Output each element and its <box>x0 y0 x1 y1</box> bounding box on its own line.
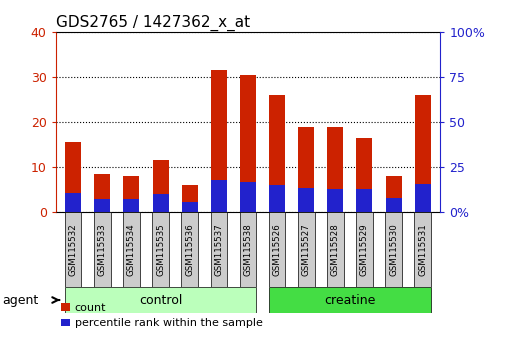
Text: GSM115536: GSM115536 <box>185 223 194 276</box>
Bar <box>269 185 284 212</box>
Bar <box>94 199 110 212</box>
Text: GSM115534: GSM115534 <box>127 223 136 276</box>
Bar <box>152 194 168 212</box>
Text: GSM115537: GSM115537 <box>214 223 223 276</box>
FancyBboxPatch shape <box>210 212 227 287</box>
Text: agent: agent <box>3 293 39 307</box>
Text: GSM115527: GSM115527 <box>301 223 310 276</box>
Bar <box>414 95 430 212</box>
Bar <box>327 127 343 212</box>
Bar <box>181 185 197 212</box>
Bar <box>239 182 256 212</box>
FancyBboxPatch shape <box>356 212 372 287</box>
Bar <box>385 176 401 212</box>
Bar <box>356 189 372 212</box>
Bar <box>65 193 81 212</box>
Bar <box>152 160 168 212</box>
Bar <box>327 189 343 212</box>
FancyBboxPatch shape <box>297 212 314 287</box>
Text: GDS2765 / 1427362_x_at: GDS2765 / 1427362_x_at <box>56 14 249 30</box>
Text: GSM115538: GSM115538 <box>243 223 252 276</box>
Bar <box>297 127 314 212</box>
FancyBboxPatch shape <box>268 212 285 287</box>
Text: GSM115526: GSM115526 <box>272 223 281 276</box>
FancyBboxPatch shape <box>268 287 430 313</box>
Text: GSM115530: GSM115530 <box>388 223 397 276</box>
Bar <box>123 199 139 212</box>
Text: creatine: creatine <box>324 293 375 307</box>
Bar <box>211 70 226 212</box>
FancyBboxPatch shape <box>65 212 81 287</box>
FancyBboxPatch shape <box>326 212 343 287</box>
Text: GSM115528: GSM115528 <box>330 223 339 276</box>
Bar <box>181 202 197 212</box>
Bar <box>65 142 81 212</box>
FancyBboxPatch shape <box>65 287 256 313</box>
FancyBboxPatch shape <box>239 212 256 287</box>
FancyBboxPatch shape <box>152 212 169 287</box>
FancyBboxPatch shape <box>123 212 139 287</box>
FancyBboxPatch shape <box>384 212 401 287</box>
Bar <box>239 75 256 212</box>
Bar <box>123 176 139 212</box>
Text: GSM115529: GSM115529 <box>359 223 368 276</box>
Text: control: control <box>138 293 182 307</box>
Legend: count, percentile rank within the sample: count, percentile rank within the sample <box>61 303 262 329</box>
Text: GSM115531: GSM115531 <box>418 223 426 276</box>
Bar <box>297 188 314 212</box>
FancyBboxPatch shape <box>414 212 430 287</box>
Bar <box>385 198 401 212</box>
Bar <box>211 180 226 212</box>
Text: GSM115532: GSM115532 <box>69 223 77 276</box>
FancyBboxPatch shape <box>181 212 197 287</box>
FancyBboxPatch shape <box>94 212 111 287</box>
Bar <box>414 184 430 212</box>
Bar <box>269 95 284 212</box>
Bar <box>356 138 372 212</box>
Text: GSM115535: GSM115535 <box>156 223 165 276</box>
Bar <box>94 174 110 212</box>
Text: GSM115533: GSM115533 <box>97 223 107 276</box>
